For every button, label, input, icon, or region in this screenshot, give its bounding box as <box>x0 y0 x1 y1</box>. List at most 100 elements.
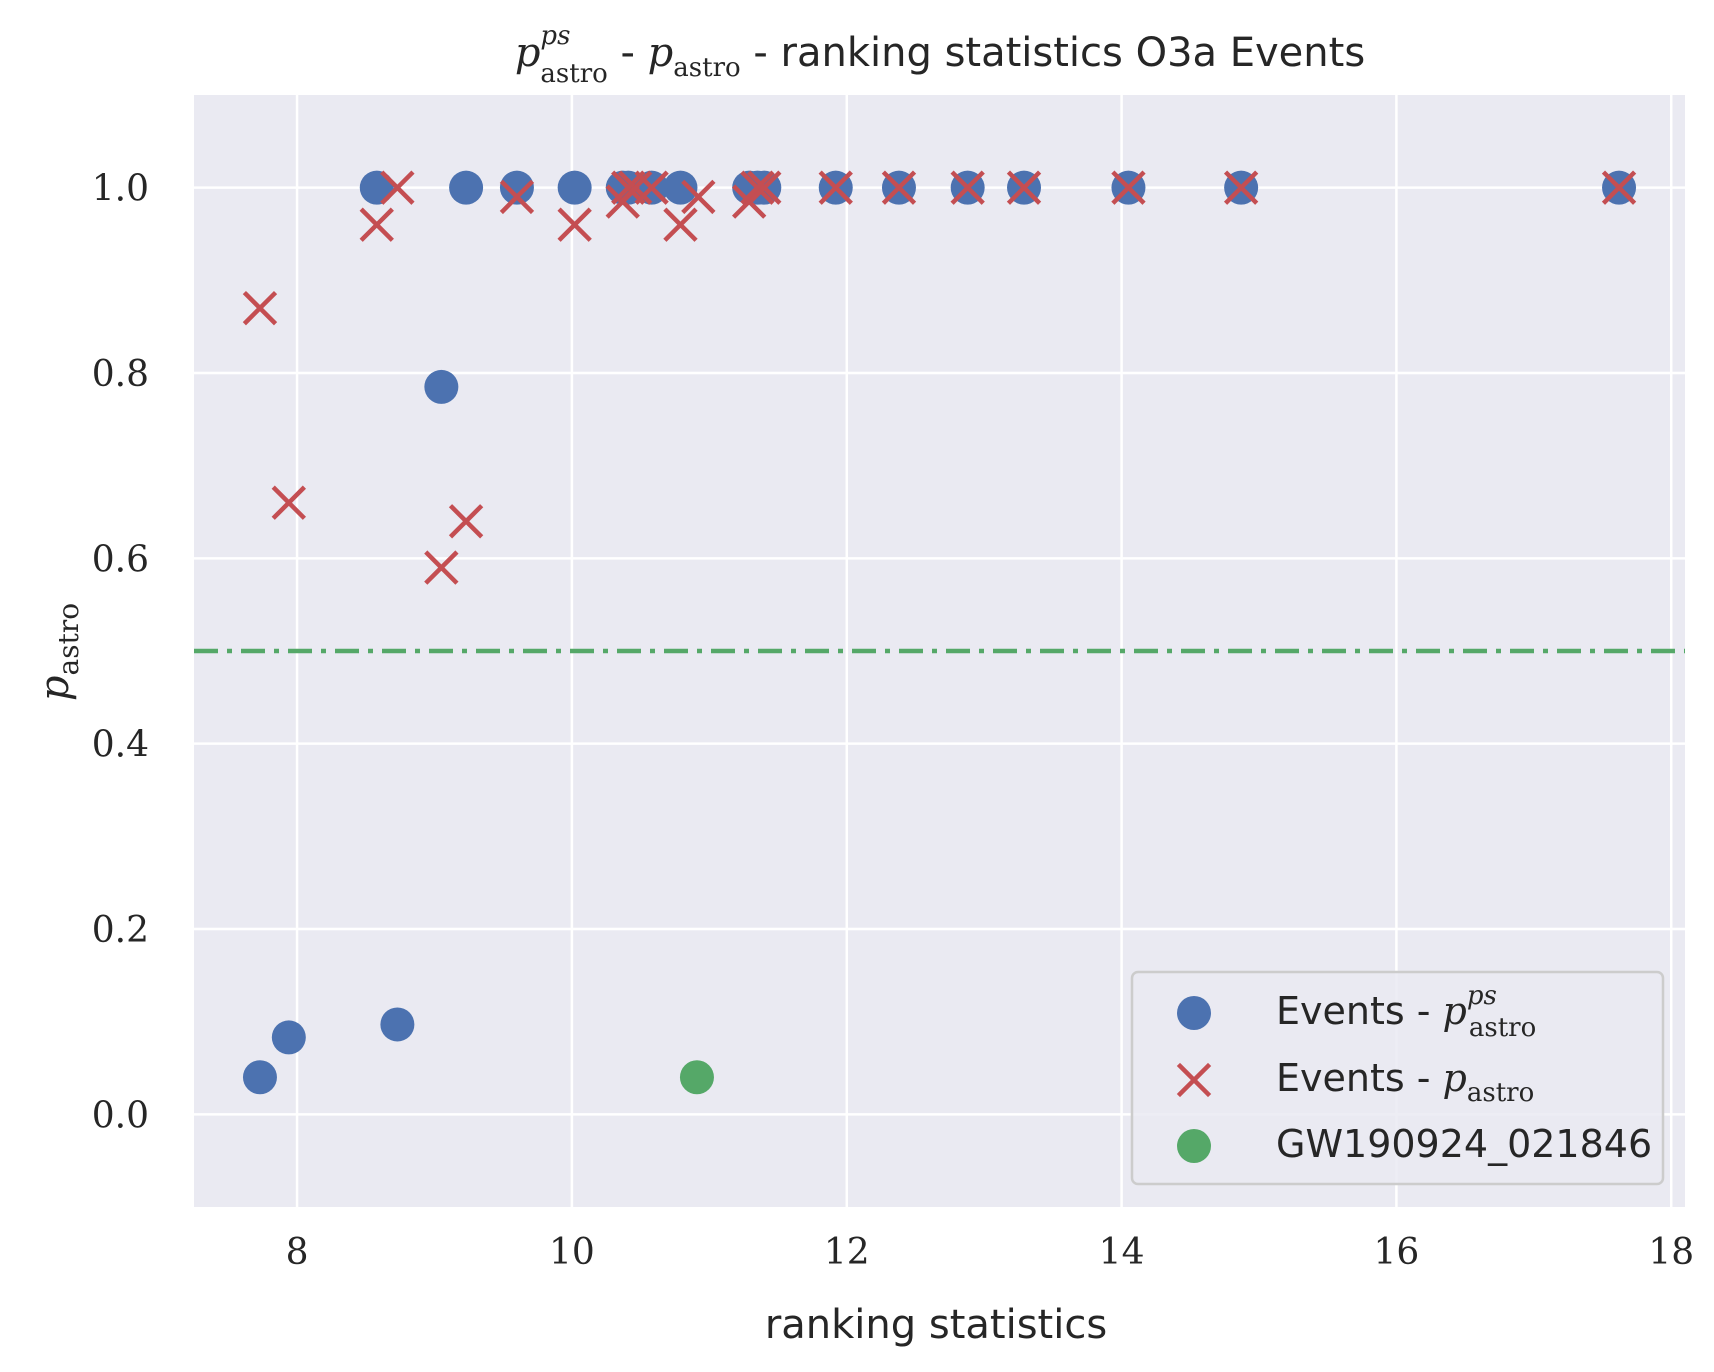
series-2-point-stroke <box>747 170 782 205</box>
series-2-point <box>1006 170 1042 205</box>
legend-entry-1-sub: astro <box>1469 1013 1536 1043</box>
series-2-point <box>681 179 716 215</box>
series-2-point <box>271 485 307 520</box>
y-tick-label: 0.8 <box>92 354 149 395</box>
x-tick-label: 10 <box>549 1232 595 1273</box>
series-1-point <box>424 369 459 404</box>
series-2-point <box>242 290 278 326</box>
series-2 <box>242 170 1637 585</box>
legend-entry-1-label: Events - pps astro <box>1276 981 1536 1043</box>
title-rest: - ranking statistics O3a Events <box>741 30 1366 76</box>
series-2-point-stroke <box>1006 170 1042 205</box>
series-3 <box>679 1060 714 1095</box>
chart-title: pps astro - pastro - ranking statistics O… <box>515 21 1365 89</box>
series-2-point-stroke <box>380 170 415 205</box>
legend-entry-1-prefix: Events - <box>1276 989 1443 1033</box>
series-3-point <box>679 1060 714 1095</box>
series-2-point-stroke <box>448 504 484 539</box>
legend: Events - pps astro Events - pastro GW1909… <box>1130 970 1665 1186</box>
title-p1-sup: ps <box>540 21 570 51</box>
series-2-point <box>663 207 698 242</box>
x-tick-label: 12 <box>824 1232 870 1273</box>
y-axis-label-sub: astro <box>52 603 85 676</box>
y-tick-label: 1.0 <box>92 169 149 210</box>
series-2-point <box>747 170 782 205</box>
title-p2-sub: astro <box>673 53 740 83</box>
series-2-point-stroke <box>557 207 592 242</box>
series-1-point <box>449 170 484 205</box>
title-p1: p <box>515 30 541 76</box>
title-p2: p <box>648 30 674 76</box>
y-tick-labels: 0.0 0.2 0.4 0.6 0.8 1.0 <box>92 169 149 1137</box>
x-tick-label: 8 <box>286 1232 309 1273</box>
series-2-point-stroke <box>818 170 853 205</box>
series-2-point-stroke <box>611 170 646 205</box>
x-axis-label: ranking statistics <box>765 1302 1107 1348</box>
series-1-point <box>242 1060 277 1095</box>
series-2-point-stroke <box>681 179 716 215</box>
series-2-point-stroke <box>1111 170 1146 205</box>
y-tick-label: 0.6 <box>92 539 149 580</box>
series-2-point-stroke <box>634 170 669 205</box>
y-tick-label: 0.0 <box>92 1095 149 1136</box>
legend-entry-3-marker <box>1177 1129 1211 1163</box>
series-2-point <box>634 170 669 205</box>
series-2-point <box>359 207 394 242</box>
series-2-point <box>881 170 917 205</box>
x-tick-label: 18 <box>1648 1232 1694 1273</box>
series-1-point <box>380 1007 415 1042</box>
series-1-point <box>359 170 394 205</box>
title-p1-sub: astro <box>540 59 607 89</box>
series-1-point <box>663 170 698 205</box>
series-2-point-stroke <box>359 207 394 242</box>
series-2-point-stroke <box>1601 170 1637 205</box>
series-2-point-stroke <box>1223 170 1259 205</box>
data-marks <box>242 170 1637 1095</box>
series-2-point <box>1223 170 1259 205</box>
series-1-point <box>557 170 592 205</box>
legend-entry-2-marker-stroke <box>1176 1062 1212 1098</box>
series-2-point-stroke <box>499 179 535 215</box>
x-tick-label: 16 <box>1374 1232 1420 1273</box>
x-tick-labels: 8 10 12 14 16 18 <box>286 1232 1695 1273</box>
series-2-point <box>611 170 646 205</box>
series-2-point-stroke <box>663 207 698 242</box>
series-1-point <box>499 170 534 205</box>
series-2-point-stroke <box>271 485 307 520</box>
series-2-point <box>1601 170 1637 205</box>
legend-entry-1-sup: ps <box>1467 981 1497 1011</box>
series-2-point <box>499 179 535 215</box>
x-tick-label: 14 <box>1099 1232 1145 1273</box>
series-2-point-stroke <box>950 170 985 205</box>
series-2-point <box>424 550 459 585</box>
y-tick-label: 0.2 <box>92 910 149 951</box>
legend-entry-2-label: Events - pastro <box>1276 1056 1534 1108</box>
series-2-point <box>448 504 484 539</box>
series-1-point <box>271 1020 306 1055</box>
legend-box <box>1130 970 1665 1186</box>
series-2-point-stroke <box>881 170 917 205</box>
plot-area <box>194 95 1685 1207</box>
series-2-point <box>557 207 592 242</box>
y-tick-label: 0.4 <box>92 725 149 766</box>
y-axis-label: pastro <box>32 603 85 701</box>
series-2-point <box>818 170 853 205</box>
series-2-point-stroke <box>740 170 775 205</box>
legend-entry-2-marker <box>1176 1062 1212 1098</box>
series-2-point-stroke <box>424 550 459 585</box>
legend-entry-1-marker <box>1177 996 1211 1030</box>
legend-entry-2-prefix: Events - <box>1276 1056 1443 1100</box>
legend-entry-2-p: p <box>1443 1056 1467 1100</box>
y-axis-label-p: p <box>32 675 78 701</box>
series-2-point-stroke <box>242 290 278 326</box>
legend-entry-1-p: p <box>1443 989 1467 1033</box>
series-2-point <box>1111 170 1146 205</box>
series-2-point <box>380 170 415 205</box>
series-2-point <box>950 170 985 205</box>
series-2-point <box>740 170 775 205</box>
legend-entry-3-label: GW190924_021846 <box>1276 1122 1652 1166</box>
title-sep1: - <box>608 30 648 76</box>
legend-entry-2-sub: astro <box>1467 1078 1534 1108</box>
legend-markers <box>1176 996 1212 1163</box>
